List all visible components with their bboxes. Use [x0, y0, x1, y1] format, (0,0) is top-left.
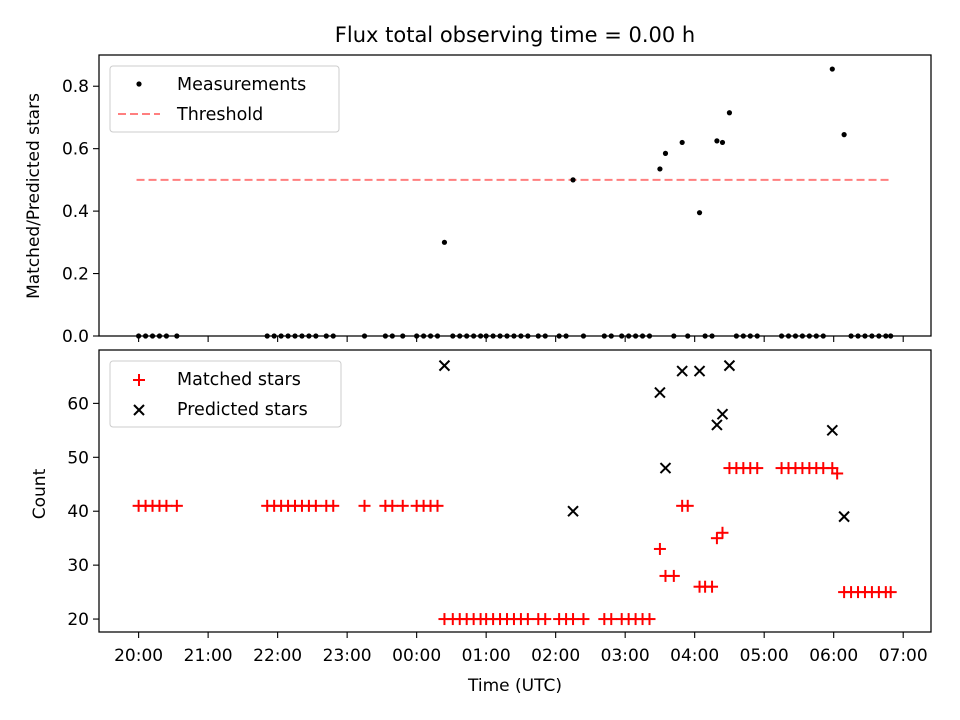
- measurement-point: [441, 239, 448, 245]
- legend-measurements-marker: [136, 81, 142, 87]
- bottom-x-ticks: 20:00 21:00 22:00 23:00 00:00 01:00 02:00 03:00…: [114, 632, 928, 666]
- measurement-point: [679, 139, 685, 146]
- bottom-y-tick-label: 30: [67, 556, 89, 576]
- matched-star-point: [751, 462, 764, 475]
- matched-star-point: [386, 499, 399, 512]
- legend-matched-marker: [133, 374, 145, 386]
- measurement-point: [719, 139, 726, 146]
- bottom-marks: [132, 359, 897, 626]
- measurement-point: [570, 177, 576, 183]
- x-tick-label: 23:00: [323, 646, 372, 666]
- top-y-tick-label: 0.8: [62, 77, 89, 97]
- top-legend: Measurements Threshold: [109, 65, 340, 133]
- legend-matched-label: Matched stars: [177, 370, 301, 390]
- measurement-point: [662, 150, 669, 156]
- x-tick-label: 21:00: [184, 646, 233, 666]
- legend-threshold-label: Threshold: [176, 105, 263, 125]
- top-x-ticks: [138, 336, 904, 342]
- matched-star-point: [710, 532, 723, 545]
- legend-measurements-label: Measurements: [177, 75, 306, 95]
- x-tick-label: 22:00: [253, 646, 302, 666]
- matched-star-point: [884, 586, 897, 599]
- bottom-y-tick-label: 60: [67, 394, 89, 414]
- matched-star-point: [539, 613, 552, 626]
- bottom-y-ticks: 20 30 40 50 60: [67, 394, 99, 630]
- top-axes-frame: [98, 54, 932, 337]
- bottom-panel: 20 30 40 50 60 20:00 21:00 22:00 23:00 00:00 01:0…: [30, 349, 932, 696]
- predicted-star-point: [826, 424, 839, 437]
- matched-star-point: [681, 499, 694, 512]
- predicted-star-point: [438, 359, 451, 372]
- predicted-star-point: [838, 510, 850, 523]
- bottom-y-tick-label: 40: [67, 502, 89, 522]
- matched-star-point: [577, 613, 590, 626]
- top-y-tick-label: 0.4: [62, 202, 89, 222]
- x-tick-label: 03:00: [601, 646, 650, 666]
- x-tick-label: 01:00: [462, 646, 511, 666]
- measurement-point: [657, 166, 663, 172]
- x-tick-label: 20:00: [114, 646, 163, 666]
- measurement-point: [841, 132, 847, 138]
- matched-star-point: [653, 542, 666, 555]
- measurement-point: [714, 138, 720, 144]
- predicted-star-point: [716, 408, 729, 420]
- predicted-star-point: [567, 505, 579, 517]
- bottom-y-tick-label: 20: [67, 610, 89, 630]
- x-tick-label: 04:00: [670, 646, 719, 666]
- matched-star-point: [567, 613, 580, 626]
- matched-star-point: [521, 613, 534, 626]
- top-legend-box: [109, 65, 340, 133]
- matched-star-point: [309, 499, 322, 512]
- measurement-point: [726, 110, 733, 116]
- predicted-star-point: [654, 386, 666, 399]
- x-tick-label: 00:00: [392, 646, 441, 666]
- matched-star-point: [605, 613, 618, 626]
- measurement-point: [829, 66, 835, 72]
- measurement-point: [696, 210, 703, 216]
- legend-predicted-marker: [133, 404, 145, 416]
- matched-star-point: [170, 499, 183, 512]
- predicted-star-point: [723, 359, 736, 372]
- top-y-tick-label: 0.2: [62, 265, 89, 285]
- bottom-y-tick-label: 50: [67, 448, 89, 468]
- top-panel: 0.00.20.40.60.8 Matched/Predicted stars …: [24, 54, 932, 347]
- x-tick-label: 07:00: [879, 646, 928, 666]
- bottom-y-axis-label: Count: [30, 468, 50, 519]
- top-y-axis-label: Matched/Predicted stars: [24, 93, 44, 299]
- x-tick-label: 05:00: [740, 646, 789, 666]
- predicted-star-point: [693, 365, 706, 377]
- legend-predicted-label: Predicted stars: [177, 400, 308, 420]
- x-axis-label: Time (UTC): [467, 676, 562, 696]
- matched-star-point: [831, 467, 844, 480]
- matched-star-point: [358, 499, 371, 512]
- predicted-star-point: [659, 462, 672, 474]
- predicted-star-point: [676, 365, 688, 377]
- matched-star-point: [667, 569, 680, 582]
- matched-star-point: [706, 580, 719, 593]
- predicted-star-point: [711, 419, 723, 431]
- bottom-legend-box: [109, 360, 342, 428]
- top-y-tick-label: 0.6: [62, 140, 89, 160]
- bottom-legend: Matched stars Predicted stars: [109, 360, 342, 428]
- bottom-axes-frame: [98, 349, 932, 633]
- matched-star-point: [396, 499, 409, 512]
- top-y-ticks: 0.0 0.2 0.4 0.6 0.8: [62, 77, 99, 347]
- matched-star-point: [160, 499, 173, 512]
- x-tick-label: 02:00: [531, 646, 580, 666]
- top-y-tick-label: 0.0: [62, 327, 89, 347]
- x-tick-label: 06:00: [809, 646, 858, 666]
- matched-star-point: [431, 499, 444, 512]
- chart-title: Flux total observing time = 0.00 h: [335, 23, 695, 47]
- matched-star-point: [643, 613, 656, 626]
- matched-star-point: [716, 526, 729, 539]
- matched-star-point: [327, 499, 340, 512]
